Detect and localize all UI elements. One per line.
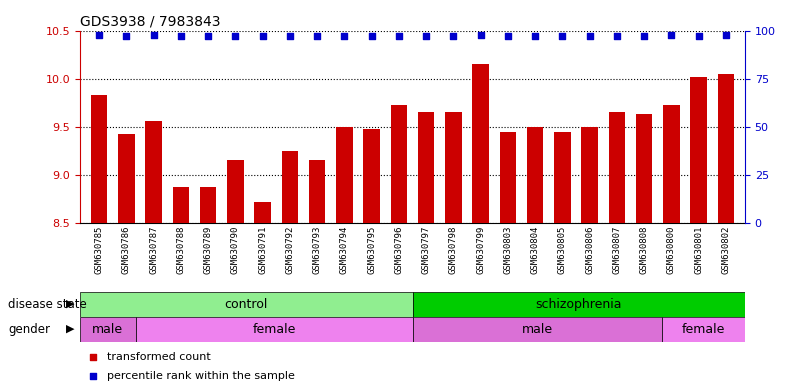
Bar [413,317,662,342]
Text: transformed count: transformed count [107,352,211,362]
Point [527,118,540,124]
Text: GSM630804: GSM630804 [530,225,540,274]
Bar [91,95,107,384]
Bar [200,187,216,384]
Text: GSM630785: GSM630785 [95,225,103,274]
Point [93,31,106,38]
Bar [690,77,706,384]
Point [284,33,296,40]
Bar [663,104,679,384]
Bar [227,161,244,384]
Text: male: male [521,323,553,336]
Point [420,33,433,40]
Text: GSM630791: GSM630791 [258,225,268,274]
Bar [473,65,489,384]
Text: ▶: ▶ [66,299,74,309]
Text: GSM630805: GSM630805 [557,225,567,274]
Bar [636,114,652,384]
Text: GSM630799: GSM630799 [476,225,485,274]
Text: GSM630788: GSM630788 [176,225,185,274]
Bar [146,121,162,384]
Bar [135,317,413,342]
Text: GSM630808: GSM630808 [640,225,649,274]
Point [501,33,514,40]
Bar [173,187,189,384]
Point [556,33,569,40]
Point [311,33,324,40]
Text: GSM630801: GSM630801 [694,225,703,274]
Point [447,33,460,40]
Text: GSM630794: GSM630794 [340,225,349,274]
Text: GSM630789: GSM630789 [203,225,212,274]
Bar [119,134,135,384]
Point [583,33,596,40]
Text: GSM630798: GSM630798 [449,225,458,274]
Text: disease state: disease state [8,298,87,311]
Text: percentile rank within the sample: percentile rank within the sample [107,371,295,381]
Point [175,33,187,40]
Text: GSM630800: GSM630800 [667,225,676,274]
Point [147,31,160,38]
Text: GSM630787: GSM630787 [149,225,158,274]
Bar [80,317,135,342]
Text: ▶: ▶ [66,324,74,334]
Text: female: female [682,323,725,336]
Bar [527,127,543,384]
Point [365,33,378,40]
Point [474,31,487,38]
Bar [413,292,745,317]
Text: male: male [92,323,123,336]
Point [529,33,541,40]
Point [665,31,678,38]
Text: female: female [252,323,296,336]
Text: GDS3938 / 7983843: GDS3938 / 7983843 [80,14,220,28]
Bar [500,132,516,384]
Bar [336,127,352,384]
Bar [309,161,325,384]
Point [338,33,351,40]
Text: GSM630792: GSM630792 [285,225,295,274]
Bar [582,127,598,384]
Point [256,33,269,40]
Text: schizophrenia: schizophrenia [536,298,622,311]
Text: GSM630790: GSM630790 [231,225,240,274]
Point [120,33,133,40]
Bar [554,132,570,384]
Point [392,33,405,40]
Text: GSM630806: GSM630806 [585,225,594,274]
Text: GSM630796: GSM630796 [394,225,404,274]
Point [527,292,540,298]
Text: GSM630793: GSM630793 [312,225,322,274]
Point [610,33,623,40]
Point [692,33,705,40]
Text: GSM630802: GSM630802 [722,225,731,274]
Point [229,33,242,40]
Text: GSM630786: GSM630786 [122,225,131,274]
Bar [418,113,434,384]
Bar [364,129,380,384]
Bar [80,292,413,317]
Bar [662,317,745,342]
Point [638,33,650,40]
Point [719,31,732,38]
Bar [255,202,271,384]
Bar [391,104,407,384]
Bar [445,113,461,384]
Text: control: control [224,298,268,311]
Bar [718,74,734,384]
Text: GSM630795: GSM630795 [367,225,376,274]
Bar [282,151,298,384]
Bar [609,113,625,384]
Text: GSM630803: GSM630803 [503,225,513,274]
Text: gender: gender [8,323,50,336]
Text: GSM630797: GSM630797 [421,225,431,274]
Text: GSM630807: GSM630807 [613,225,622,274]
Point [202,33,215,40]
